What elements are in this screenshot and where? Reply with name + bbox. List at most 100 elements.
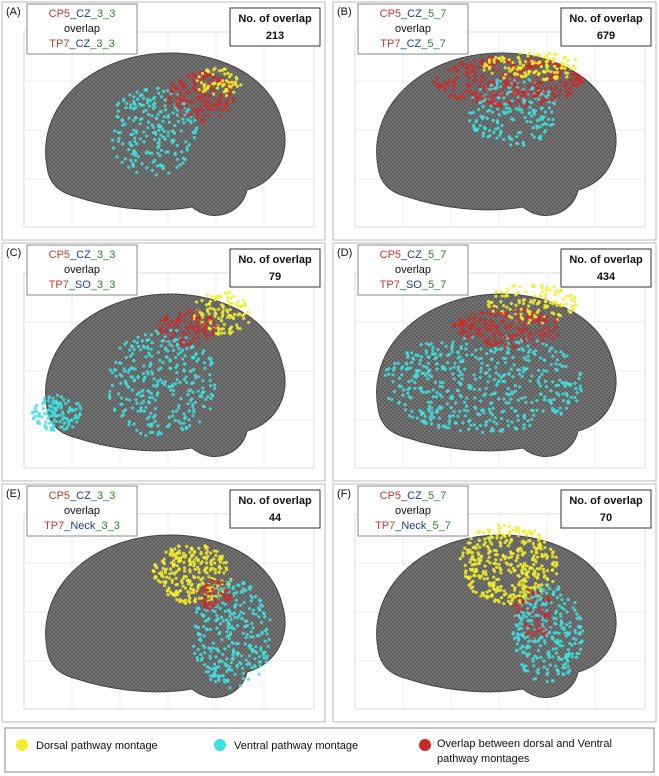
activation-dot: [134, 130, 138, 135]
activation-dot: [193, 624, 197, 628]
activation-dot: [139, 406, 143, 411]
activation-dot: [166, 88, 170, 93]
activation-dot: [514, 409, 518, 413]
activation-dot: [443, 88, 448, 92]
activation-dot: [407, 380, 411, 384]
activation-dot: [494, 365, 498, 369]
activation-dot: [197, 75, 201, 79]
activation-dot: [504, 291, 508, 295]
activation-dot: [229, 633, 233, 637]
activation-dot: [242, 312, 246, 316]
activation-dot: [474, 590, 478, 594]
activation-dot: [218, 115, 222, 119]
activation-dot: [474, 355, 478, 359]
activation-dot: [207, 592, 211, 596]
activation-dot: [179, 397, 183, 401]
activation-dot: [527, 595, 531, 599]
activation-dot: [566, 94, 570, 98]
activation-dot: [573, 641, 577, 645]
activation-dot: [450, 343, 455, 347]
activation-dot: [453, 81, 457, 85]
activation-dot: [564, 365, 568, 369]
activation-dot: [179, 350, 183, 354]
activation-dot: [177, 97, 181, 101]
activation-dot: [570, 304, 574, 308]
activation-dot: [447, 421, 451, 426]
activation-dot: [203, 88, 207, 92]
activation-dot: [177, 346, 181, 350]
activation-dot: [241, 611, 246, 615]
activation-dot: [482, 115, 486, 119]
activation-dot: [545, 608, 549, 613]
activation-dot: [543, 603, 547, 607]
activation-dot: [450, 67, 454, 72]
activation-dot: [173, 124, 177, 128]
activation-dot: [473, 405, 477, 409]
activation-dot: [429, 418, 433, 422]
activation-dot: [123, 122, 127, 126]
activation-dot: [527, 51, 532, 55]
activation-dot: [495, 422, 499, 426]
activation-dot: [504, 325, 508, 329]
activation-dot: [515, 88, 519, 92]
activation-dot: [145, 101, 150, 105]
activation-dot: [410, 415, 414, 419]
activation-dot: [499, 596, 504, 600]
activation-dot: [184, 326, 188, 330]
activation-dot: [533, 654, 537, 658]
activation-dot: [501, 356, 506, 360]
activation-dot: [161, 566, 165, 570]
activation-dot: [167, 96, 171, 100]
activation-dot: [443, 368, 447, 372]
activation-dot: [478, 545, 482, 549]
activation-dot: [170, 336, 174, 340]
activation-dot: [492, 130, 496, 134]
activation-dot: [223, 101, 228, 106]
activation-dot: [554, 631, 559, 635]
activation-dot: [554, 651, 559, 655]
activation-dot: [129, 375, 133, 379]
activation-dot: [207, 616, 211, 620]
activation-dot: [216, 674, 220, 678]
activation-dot: [142, 346, 146, 350]
activation-dot: [208, 306, 212, 310]
activation-dot: [516, 596, 520, 600]
activation-dot: [144, 88, 148, 92]
activation-dot: [221, 79, 225, 83]
activation-dot: [540, 284, 544, 288]
activation-dot: [573, 67, 577, 71]
activation-dot: [554, 664, 558, 668]
activation-dot: [198, 71, 202, 75]
activation-dot: [211, 76, 215, 80]
activation-dot: [522, 423, 526, 427]
activation-dot: [522, 595, 526, 599]
activation-dot: [541, 98, 545, 103]
activation-dot: [542, 115, 546, 119]
activation-dot: [519, 108, 523, 112]
activation-dot: [531, 301, 535, 305]
activation-dot: [223, 609, 228, 613]
activation-dot: [146, 423, 150, 427]
montage-overlap: overlap: [395, 23, 431, 35]
panel-label: (A): [6, 6, 21, 18]
activation-dot: [179, 421, 183, 425]
activation-dot: [489, 392, 494, 396]
activation-dot: [552, 616, 556, 620]
activation-dot: [556, 409, 560, 413]
activation-dot: [219, 95, 223, 100]
activation-dot: [551, 60, 555, 64]
activation-dot: [465, 338, 469, 342]
activation-dot: [157, 137, 161, 141]
activation-dot: [179, 588, 183, 593]
activation-dot: [231, 657, 235, 661]
activation-dot: [537, 533, 542, 537]
activation-dot: [554, 646, 558, 651]
activation-dot: [176, 406, 181, 410]
activation-dot: [232, 317, 236, 321]
activation-dot: [575, 652, 579, 656]
activation-dot: [125, 101, 129, 106]
activation-dot: [548, 75, 552, 79]
activation-dot: [540, 286, 544, 290]
activation-dot: [543, 295, 547, 299]
activation-dot: [487, 128, 492, 132]
